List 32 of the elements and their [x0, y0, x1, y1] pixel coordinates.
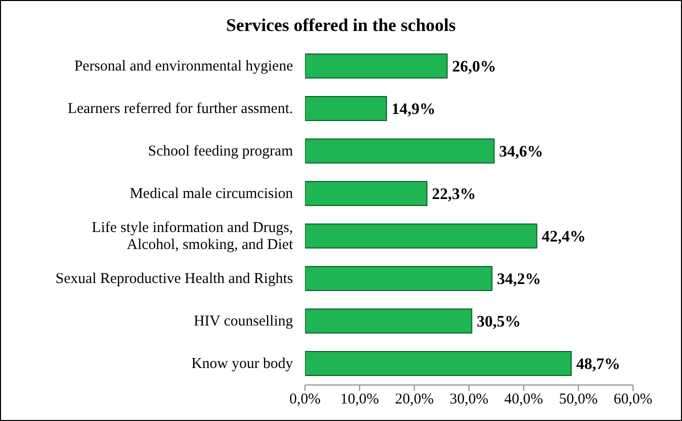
bar [305, 351, 572, 376]
data-label: 30,5% [476, 314, 521, 331]
x-tick-label: 20,0% [394, 392, 434, 408]
bar [305, 54, 448, 78]
x-tick-label: 10,0% [340, 392, 380, 408]
y-tick-label: Learners referred for further assment. [68, 100, 293, 117]
bar [305, 138, 495, 164]
data-label: 42,4% [542, 228, 586, 246]
x-tick-label: 60,0% [614, 392, 652, 408]
data-label: 26,0% [452, 58, 496, 76]
data-label: 14,9% [391, 101, 436, 118]
data-label: 34,6% [499, 144, 544, 161]
data-label: 34,2% [496, 271, 541, 288]
y-tick-label: Medical male circumcision [130, 186, 294, 202]
chart-title: Services offered in the schools [225, 15, 457, 37]
y-tick-label: Life style information and Drugs, Alcohol, smoking, and Diet [92, 220, 294, 253]
y-tick-label: Sexual Reproductive Health and Rights [56, 270, 294, 287]
bar [305, 266, 492, 291]
x-tick-label: 0,0% [289, 392, 321, 408]
y-tick-label: HIV counselling [194, 313, 294, 330]
x-tick-label: 50,0% [558, 392, 598, 408]
y-tick-label: Personal and environmental hygiene [74, 58, 294, 74]
bar [305, 181, 428, 206]
y-tick-label: School feeding program [148, 143, 294, 160]
bar [305, 308, 472, 334]
x-tick-label: 40,0% [504, 392, 544, 408]
bar [305, 96, 387, 121]
y-tick-label: Know your body [191, 356, 294, 372]
bar [305, 224, 538, 248]
data-label: 22,3% [432, 186, 476, 204]
data-label: 48,7% [576, 356, 620, 374]
x-tick-label: 30,0% [450, 392, 488, 408]
